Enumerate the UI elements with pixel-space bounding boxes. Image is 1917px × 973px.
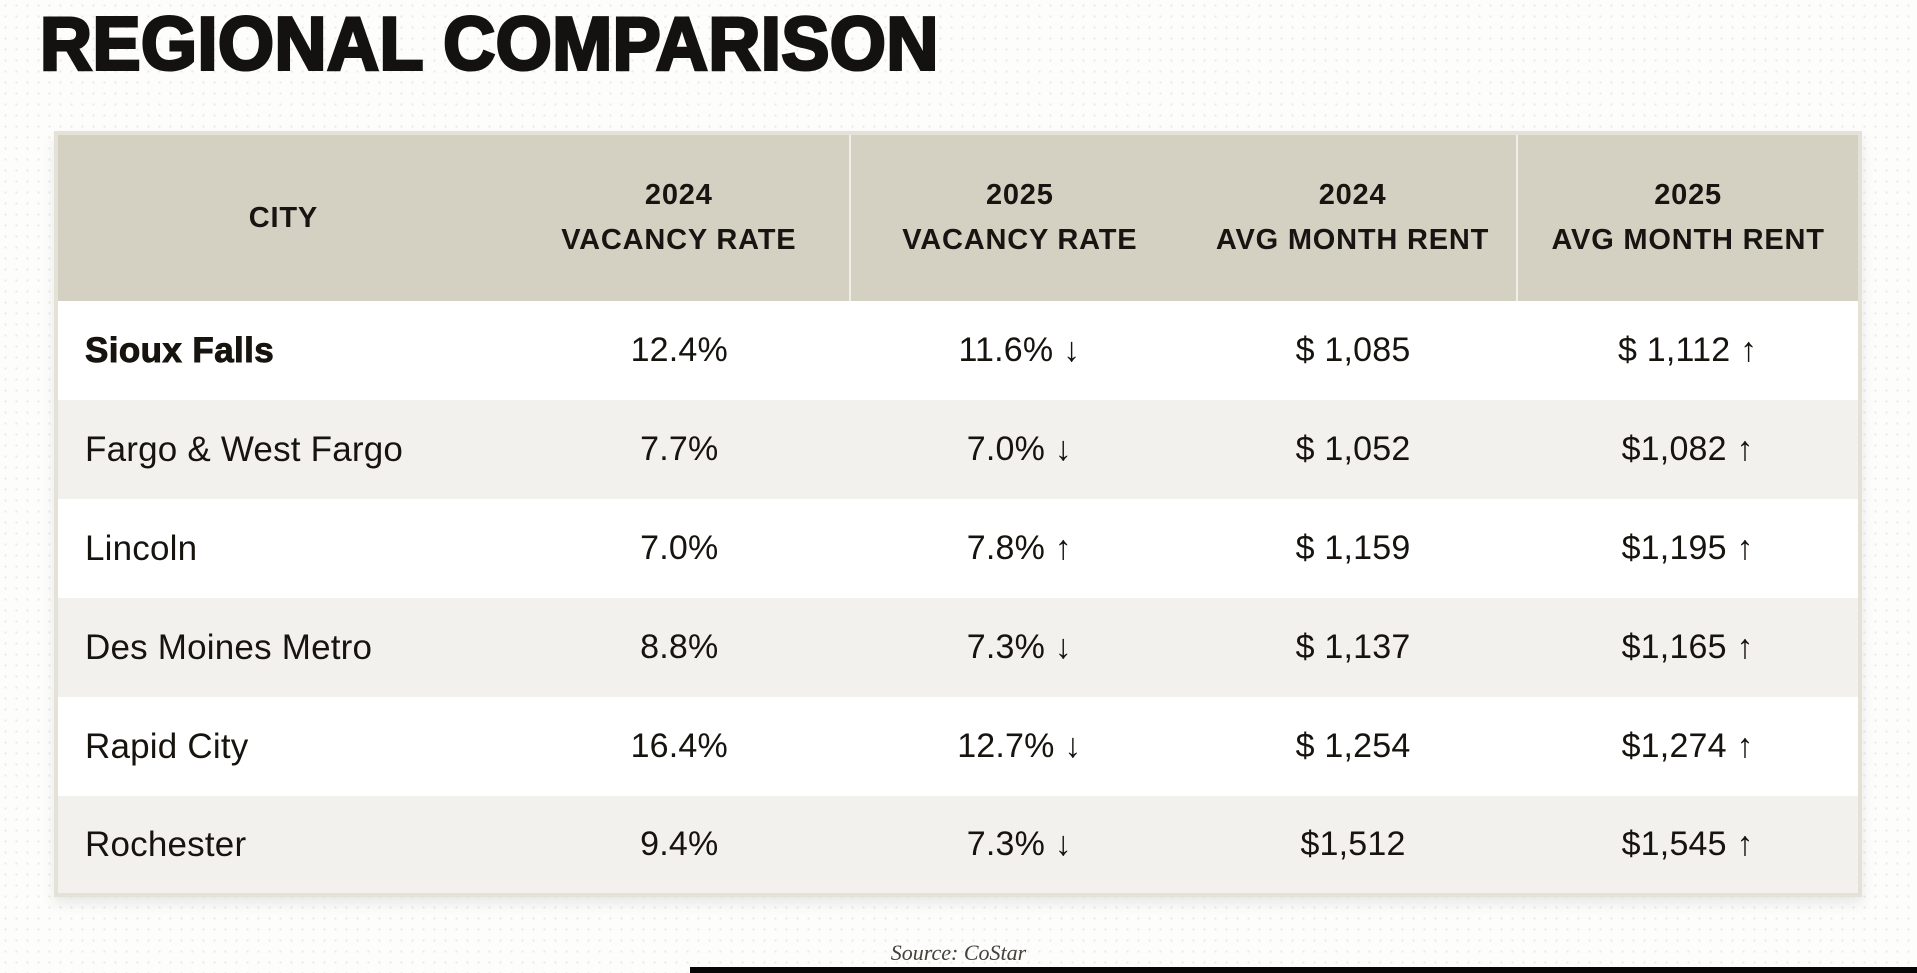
page-title: REGIONAL COMPARISON: [39, 1, 940, 87]
regional-comparison-table: CITY 2024 VACANCY RATE 2025 VACANCY RATE…: [54, 131, 1862, 897]
cell-vacancy-2024: 7.7%: [508, 400, 850, 499]
cell-rent-2024: $ 1,137: [1188, 598, 1518, 697]
source-note: Source: CoStar: [890, 940, 1027, 965]
cell-rent-2024: $ 1,085: [1295, 331, 1411, 369]
cell-vacancy-2024: 9.4%: [508, 796, 850, 895]
cell-vacancy-2025: 7.0% ↓: [849, 400, 1189, 499]
column-header-vacancy-2024: 2024 VACANCY RATE: [508, 133, 850, 301]
cell-city: Sioux Falls: [85, 330, 275, 370]
cell-rent-2025: $1,274 ↑: [1621, 727, 1754, 765]
table-row-des-moines: Des Moines Metro 8.8% 7.3% ↓ $ 1,137 $1,…: [56, 598, 1860, 697]
cell-rent-2025: $ 1,112 ↑: [1618, 331, 1758, 369]
column-header-city: CITY: [56, 133, 509, 301]
cell-vacancy-2024: 12.4%: [630, 331, 728, 369]
table-header-row: CITY 2024 VACANCY RATE 2025 VACANCY RATE…: [56, 133, 1860, 301]
table-row-sioux-falls: Sioux Falls 12.4% 11.6% ↓ $ 1,085 $ 1,11…: [56, 301, 1860, 400]
cell-rent-2024: $1,512: [1188, 796, 1518, 895]
cell-rent-2025: $1,082 ↑: [1517, 400, 1860, 499]
column-header-rent-2024: 2024 AVG MONTH RENT: [1188, 133, 1518, 301]
table-row-rapid-city: Rapid City 16.4% 12.7% ↓ $ 1,254 $1,274 …: [56, 697, 1860, 796]
cell-vacancy-2025: 7.8% ↑: [966, 529, 1072, 567]
bottom-edge-bar: [690, 967, 1917, 973]
cell-rent-2024: $ 1,052: [1188, 400, 1518, 499]
table-row-lincoln: Lincoln 7.0% 7.8% ↑ $ 1,159 $1,195 ↑: [56, 499, 1860, 598]
cell-vacancy-2024: 16.4%: [630, 727, 728, 765]
cell-vacancy-2025: 7.3% ↓: [849, 598, 1189, 697]
cell-city: Rochester: [56, 796, 509, 895]
cell-rent-2025: $1,545 ↑: [1517, 796, 1860, 895]
cell-rent-2025: $1,195 ↑: [1621, 529, 1754, 567]
column-header-vacancy-2025: 2025 VACANCY RATE: [848, 133, 1189, 301]
cell-city: Rapid City: [85, 726, 249, 766]
cell-rent-2024: $ 1,254: [1295, 727, 1411, 765]
column-header-rent-2025: 2025 AVG MONTH RENT: [1516, 133, 1860, 301]
table-row-rochester: Rochester 9.4% 7.3% ↓ $1,512 $1,545 ↑: [56, 796, 1860, 895]
cell-vacancy-2024: 7.0%: [640, 529, 719, 567]
cell-rent-2025: $1,165 ↑: [1517, 598, 1860, 697]
cell-city: Des Moines Metro: [56, 598, 509, 697]
cell-vacancy-2025: 11.6% ↓: [958, 331, 1081, 369]
table-row-fargo: Fargo & West Fargo 7.7% 7.0% ↓ $ 1,052 $…: [56, 400, 1860, 499]
cell-vacancy-2024: 8.8%: [508, 598, 850, 697]
cell-city: Lincoln: [85, 528, 198, 568]
cell-vacancy-2025: 7.3% ↓: [849, 796, 1189, 895]
cell-city: Fargo & West Fargo: [56, 400, 509, 499]
cell-vacancy-2025: 12.7% ↓: [957, 727, 1082, 765]
cell-rent-2024: $ 1,159: [1295, 529, 1411, 567]
